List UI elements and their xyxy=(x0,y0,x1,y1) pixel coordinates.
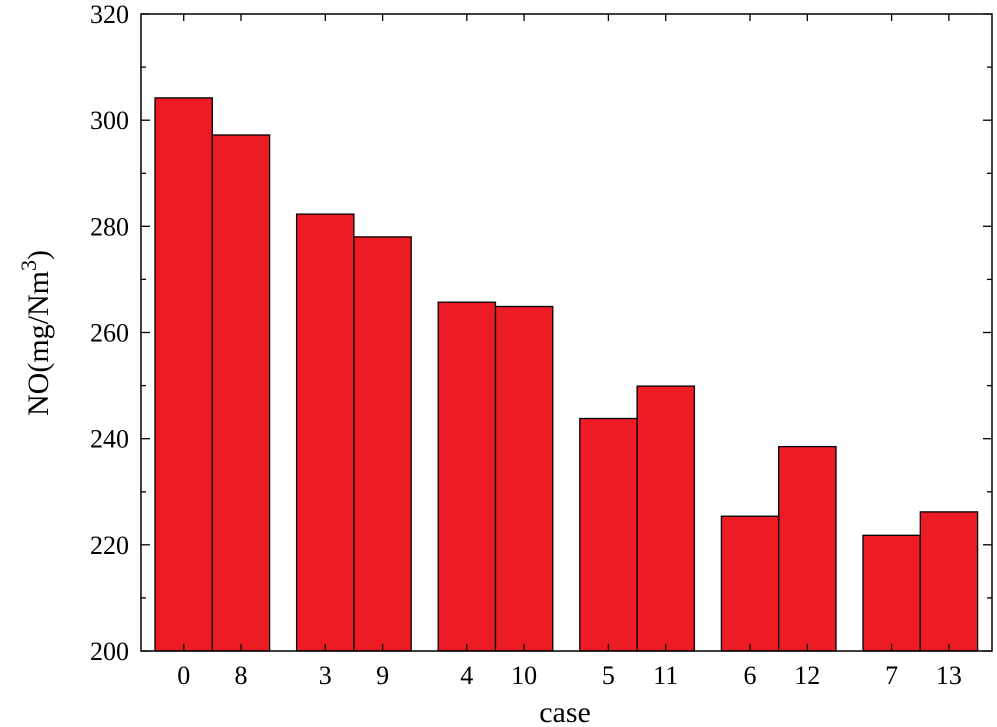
y-tick-label: 300 xyxy=(90,106,129,135)
bar-case-4 xyxy=(437,301,497,652)
bar-case-3 xyxy=(295,213,355,652)
y-axis-title-close: ) xyxy=(22,250,55,260)
y-tick-labels: 200 220 240 260 280 300 320 xyxy=(90,0,129,666)
bar-case-0 xyxy=(154,97,213,652)
y-tick-label: 260 xyxy=(90,319,129,348)
x-tick-labels: 0 8 3 9 4 10 5 11 6 12 7 13 xyxy=(177,661,962,690)
y-tick-label: 220 xyxy=(90,531,129,560)
axis-ticks xyxy=(141,13,992,652)
bar-case-13 xyxy=(919,511,979,652)
bar-case-7 xyxy=(862,534,921,652)
bar-case-9 xyxy=(353,236,412,652)
y-tick-label: 200 xyxy=(90,637,129,666)
y-axis-title-superscript: 3 xyxy=(16,260,41,271)
x-tick-label: 9 xyxy=(376,661,389,690)
bars-group xyxy=(154,97,979,652)
x-tick-label: 12 xyxy=(794,661,820,690)
x-tick-label: 10 xyxy=(511,661,537,690)
bar-case-8 xyxy=(211,134,271,652)
y-axis-title-main: NO(mg/Nm xyxy=(22,271,55,416)
bar-case-5 xyxy=(579,417,638,652)
bar-case-10 xyxy=(494,305,554,652)
x-tick-label: 6 xyxy=(744,661,757,690)
x-tick-label: 7 xyxy=(885,661,898,690)
x-tick-label: 5 xyxy=(602,661,615,690)
bar-case-12 xyxy=(778,445,837,652)
x-tick-label: 13 xyxy=(936,661,962,690)
y-tick-label: 320 xyxy=(90,0,129,29)
y-tick-label: 280 xyxy=(90,212,129,241)
bar-case-6 xyxy=(720,515,780,652)
bar-case-11 xyxy=(636,385,696,652)
x-tick-label: 3 xyxy=(319,661,332,690)
x-tick-label: 8 xyxy=(235,661,248,690)
x-tick-label: 11 xyxy=(653,661,678,690)
y-tick-label: 240 xyxy=(90,425,129,454)
x-tick-label: 4 xyxy=(460,661,473,690)
x-tick-label: 0 xyxy=(177,661,190,690)
x-axis-title: case xyxy=(539,696,591,727)
y-axis-title: NO(mg/Nm3) xyxy=(16,250,55,416)
